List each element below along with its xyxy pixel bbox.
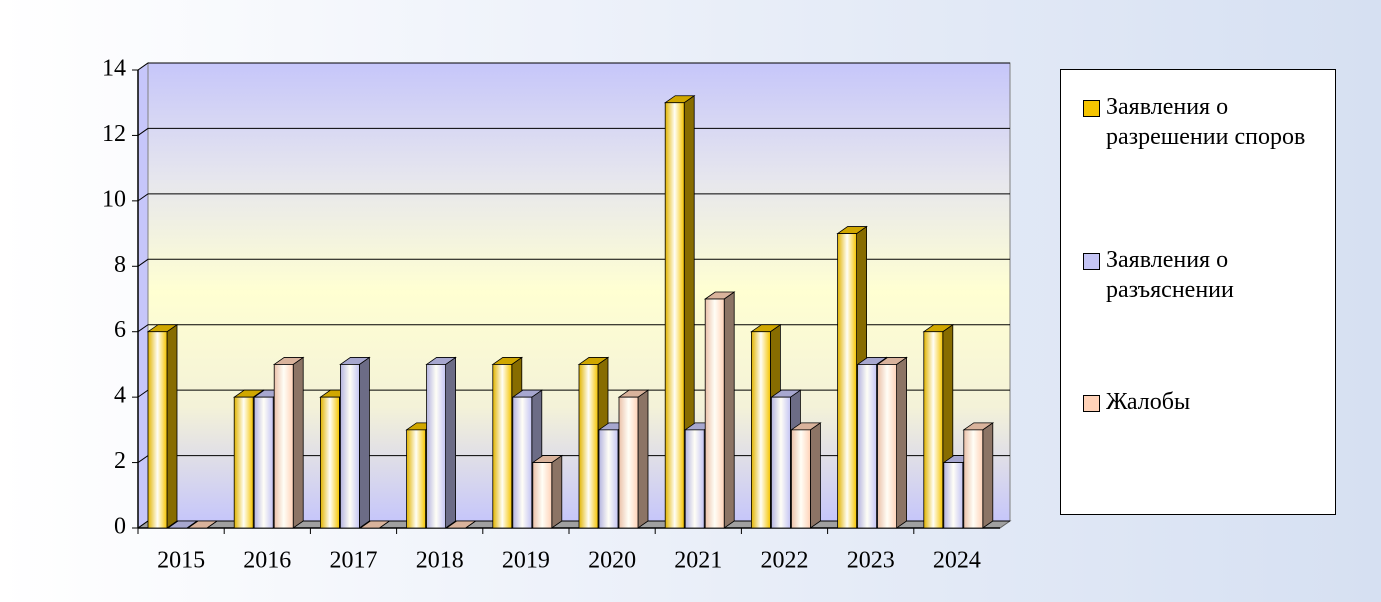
bar-front [578,364,599,529]
legend-entry: Заявления о разрешении споров [1083,92,1306,152]
x-tick-label: 2023 [847,548,895,574]
legend-label: Заявления о разрешении споров [1106,94,1306,150]
bar [272,356,305,529]
bar-front [273,364,294,529]
y-tick-label: 2 [114,448,126,474]
bar-front [426,364,447,529]
bar [962,422,995,529]
bar-front [791,429,811,529]
y-tick-label: 4 [114,383,126,409]
bar [445,520,477,529]
x-tick-label: 2017 [330,548,378,574]
bar-top [186,520,219,529]
bar-side [723,291,735,529]
bar [790,422,822,529]
y-tick-label: 12 [102,121,126,147]
x-tick-label: 2024 [933,548,981,574]
bar-front [618,396,639,529]
bar [663,94,696,529]
bar-front [664,102,685,529]
bar-side [292,356,304,529]
x-tick-label: 2016 [243,548,291,574]
bar-front [532,462,553,529]
grid-line [137,193,1010,202]
bar [339,356,371,529]
legend-swatch [1083,395,1100,412]
bar-front [923,331,944,529]
bar [703,291,736,529]
legend-entry: Жалобы [1083,387,1306,417]
bar [425,356,457,529]
grid-line [137,258,1010,267]
x-tick-label: 2020 [588,548,636,574]
bar-front [771,396,791,529]
y-tick-label: 10 [102,186,126,212]
bar-side [358,356,370,529]
legend-swatch [1083,100,1100,117]
bar-front [857,364,877,529]
bar [770,389,802,529]
x-tick-label: 2021 [674,548,722,574]
bar [359,520,391,529]
bar-side [637,389,649,529]
bar-front [253,396,274,529]
bar-front [598,429,619,529]
y-tick-label: 8 [114,252,126,278]
bar-front [492,364,513,529]
x-tick-label: 2022 [761,548,809,574]
side-wall [137,62,149,529]
bar [876,356,908,529]
bar-side [982,422,994,529]
bar-front [837,233,857,529]
x-tick-label: 2018 [416,548,464,574]
legend-entry: Заявления о разъяснении [1083,245,1306,305]
bar-front [751,331,771,529]
bar [617,389,650,529]
bar-front [704,298,725,529]
y-tick-label: 0 [114,514,126,540]
bar-side [445,356,457,529]
bar-front [877,364,897,529]
legend-label: Заявления о разъяснении [1106,247,1234,303]
bar-front [684,429,705,529]
bar-front [339,364,360,529]
bar [146,323,179,529]
bar-front [319,396,340,529]
bar-side [166,323,178,529]
grid-line [137,62,1010,71]
bar-top [166,520,199,529]
bar-front [147,331,168,529]
bar-top [359,520,391,529]
legend: Заявления о разрешении споров Заявления о… [1060,69,1336,515]
legend-swatch [1083,253,1100,270]
bar [531,454,564,529]
bar-side [810,422,821,529]
grid-line [137,127,1010,136]
x-tick-label: 2019 [502,548,550,574]
y-tick-label: 6 [114,317,126,343]
bar-side [896,356,907,529]
bar [166,520,199,529]
y-tick-label: 14 [102,56,126,82]
bar-front [406,429,427,529]
bar-front [233,396,254,529]
bar-front [963,429,984,529]
legend-label: Жалобы [1106,389,1191,415]
bar-side [551,454,563,529]
bar-front [943,462,964,529]
bar-front [512,396,533,529]
x-tick-label: 2015 [157,548,205,574]
bar-top [445,520,477,529]
bar [186,520,219,529]
